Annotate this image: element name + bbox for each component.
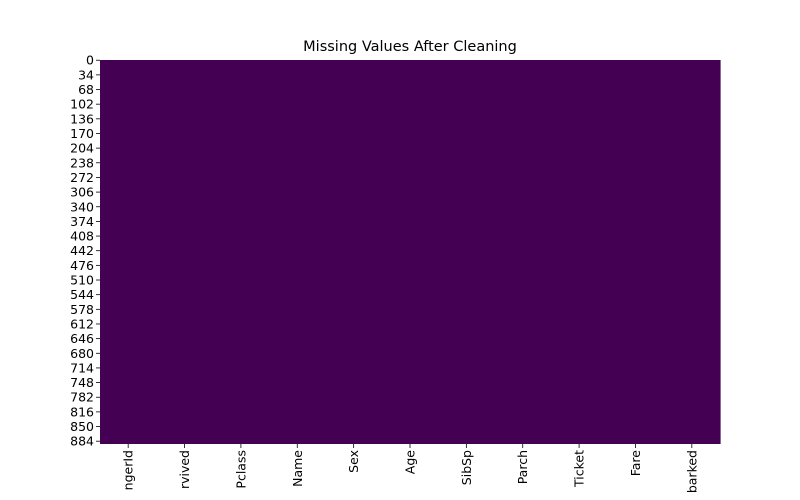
- y-tick-label: 646: [70, 331, 94, 346]
- heatmap-cell-passengerid: [100, 60, 157, 444]
- y-tick-label: 510: [70, 273, 94, 288]
- heatmap-cell-sibsp: [438, 60, 496, 444]
- y-tick-label: 272: [70, 170, 94, 185]
- y-tick-label: 680: [70, 346, 94, 361]
- y-tick-label: 374: [70, 214, 94, 229]
- x-tick-label-fare: Fare: [628, 450, 643, 477]
- x-tick-label-embarked: barked: [684, 450, 699, 493]
- y-tick-label: 442: [70, 243, 94, 258]
- x-tick-label-age: Age: [403, 450, 418, 474]
- heatmap-cell-embarked: [663, 60, 721, 444]
- heatmap-cell-sex: [325, 60, 383, 444]
- y-tick-label: 884: [70, 434, 94, 449]
- x-tick-label-sex: Sex: [346, 450, 361, 473]
- y-tick-label: 408: [70, 229, 94, 244]
- x-tick-label-pclass: Pclass: [233, 450, 248, 489]
- y-tick-label: 544: [70, 287, 94, 302]
- y-tick-label: 476: [70, 258, 94, 273]
- y-tick-label: 170: [70, 126, 94, 141]
- x-tick-label-passengerid: ngerId: [121, 450, 136, 490]
- x-axis: ngerId rvived Pclass Name Sex Age SibSp Parch Ti…: [121, 444, 699, 493]
- y-axis: 0346810213617020423827230634037440844247…: [70, 53, 100, 449]
- y-tick-label: 34: [78, 67, 94, 82]
- heatmap-cell-survived: [156, 60, 214, 444]
- y-tick-label: 68: [78, 82, 94, 97]
- y-tick-label: 782: [70, 390, 94, 405]
- heatmap-cell-parch: [494, 60, 552, 444]
- x-tick-label-parch: Parch: [515, 450, 530, 484]
- y-tick-label: 850: [70, 419, 94, 434]
- x-tick-label-ticket: Ticket: [572, 450, 587, 488]
- y-tick-label: 102: [70, 97, 94, 112]
- y-tick-label: 340: [70, 199, 94, 214]
- heatmap-cell-ticket: [550, 60, 608, 444]
- y-tick-label: 816: [70, 404, 94, 419]
- y-tick-label: 238: [70, 155, 94, 170]
- y-tick-label: 306: [70, 185, 94, 200]
- heatmap-cell-fare: [607, 60, 665, 444]
- heatmap-plot-area: [100, 60, 721, 444]
- y-tick-label: 136: [70, 111, 94, 126]
- x-tick-label-sibsp: SibSp: [459, 450, 474, 485]
- chart-title: Missing Values After Cleaning: [303, 39, 517, 55]
- y-tick-label: 578: [70, 302, 94, 317]
- y-tick-label: 612: [70, 316, 94, 331]
- heatmap-cell-age: [381, 60, 439, 444]
- y-tick-label: 714: [70, 360, 94, 375]
- x-tick-label-survived: rvived: [177, 450, 192, 489]
- y-tick-label: 204: [70, 141, 94, 156]
- x-tick-label-name: Name: [290, 450, 305, 487]
- y-tick-label: 0: [86, 53, 94, 68]
- y-tick-label: 748: [70, 375, 94, 390]
- heatmap-cell-name: [269, 60, 327, 444]
- heatmap-cell-pclass: [212, 60, 270, 444]
